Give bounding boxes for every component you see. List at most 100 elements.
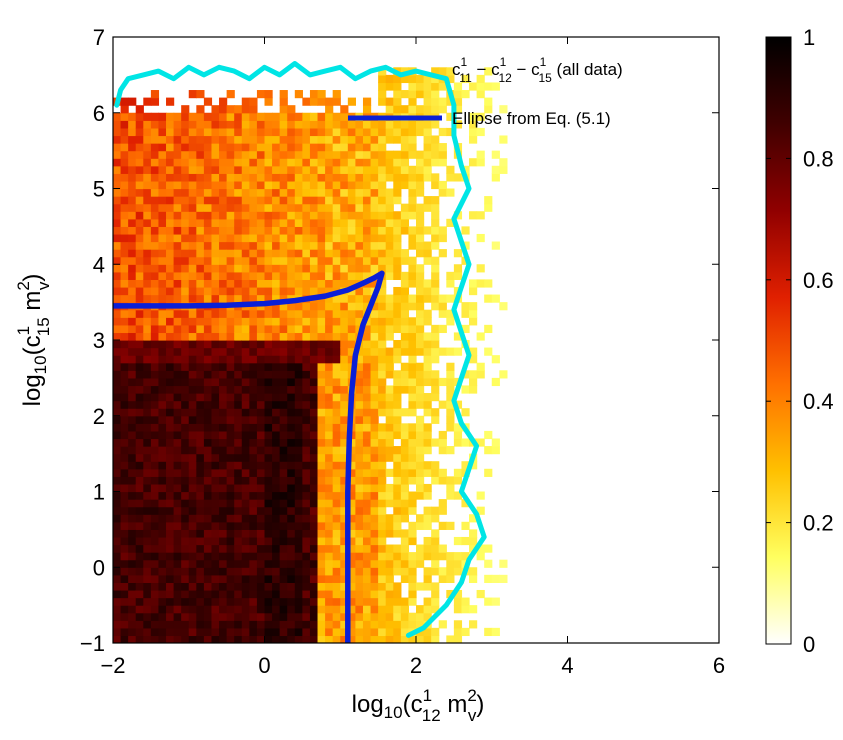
heatmap-cell <box>249 567 258 576</box>
heatmap-cell <box>188 279 197 288</box>
heatmap-cell <box>340 143 349 152</box>
heatmap-cell <box>219 340 228 349</box>
heatmap-cell <box>188 317 197 326</box>
heatmap-cell <box>150 620 160 629</box>
heatmap-cell <box>287 468 296 477</box>
heatmap-cell <box>181 332 190 341</box>
heatmap-cell <box>264 241 273 250</box>
heatmap-cell <box>431 461 440 470</box>
heatmap-cell <box>181 476 190 485</box>
heatmap-cell <box>219 589 228 599</box>
heatmap-cell <box>166 218 175 227</box>
heatmap-cell <box>309 438 319 447</box>
heatmap-cell <box>302 438 311 447</box>
heatmap-cell <box>309 499 319 508</box>
heatmap-cell <box>317 143 326 152</box>
heatmap-cell <box>241 211 250 220</box>
heatmap-cell <box>150 430 160 440</box>
heatmap-cell <box>219 188 228 197</box>
heatmap-cell <box>294 90 303 99</box>
heatmap-cell <box>279 552 288 561</box>
heatmap-cell <box>256 188 266 197</box>
heatmap-cell <box>469 158 478 167</box>
heatmap-cell <box>241 589 250 599</box>
heatmap-cell <box>332 559 341 568</box>
heatmap-cell <box>234 476 243 485</box>
heatmap-cell <box>203 279 213 288</box>
heatmap-cell <box>113 188 122 197</box>
heatmap-cell <box>120 483 129 493</box>
heatmap-cell <box>256 241 266 250</box>
heatmap-cell <box>113 332 122 341</box>
heatmap-cell <box>325 446 334 455</box>
heatmap-cell <box>332 589 341 599</box>
heatmap-cell <box>287 271 296 280</box>
heatmap-cell <box>196 453 205 462</box>
heatmap-cell <box>362 256 372 265</box>
heatmap-cell <box>469 120 478 129</box>
heatmap-cell <box>340 249 349 258</box>
heatmap-cell <box>203 408 213 417</box>
heatmap-cell <box>332 340 341 349</box>
heatmap-cell <box>166 188 175 197</box>
heatmap-cell <box>309 393 319 402</box>
heatmap-cell <box>219 226 228 235</box>
heatmap-cell <box>279 529 288 538</box>
heatmap-cell <box>188 620 197 629</box>
heatmap-cell <box>332 332 341 341</box>
heatmap-cell <box>362 203 372 212</box>
heatmap-cell <box>272 143 281 152</box>
heatmap-cell <box>166 597 175 606</box>
heatmap-cell <box>393 370 402 379</box>
heatmap-cell <box>272 370 281 379</box>
heatmap-cell <box>400 544 410 553</box>
heatmap-cell <box>476 332 485 341</box>
heatmap-cell <box>211 264 220 273</box>
heatmap-cell <box>340 135 349 144</box>
heatmap-cell <box>128 279 137 288</box>
heatmap-cell <box>347 211 356 220</box>
heatmap-cell <box>249 135 258 144</box>
heatmap-cell <box>302 233 311 243</box>
heatmap-cell <box>400 597 410 606</box>
heatmap-cell <box>188 309 197 318</box>
heatmap-cell <box>135 567 144 576</box>
heatmap-cell <box>378 582 387 591</box>
heatmap-cell <box>294 127 303 137</box>
heatmap-cell <box>423 256 432 265</box>
heatmap-cell <box>272 597 281 606</box>
heatmap-cell <box>203 256 213 265</box>
heatmap-cell <box>317 589 326 599</box>
heatmap-cell <box>385 241 394 250</box>
heatmap-cell <box>294 438 303 447</box>
heatmap-cell <box>279 165 288 174</box>
heatmap-cell <box>279 309 288 318</box>
heatmap-cell <box>181 589 190 599</box>
heatmap-cell <box>340 476 349 485</box>
heatmap-cell <box>362 241 372 250</box>
heatmap-cell <box>234 324 243 334</box>
heatmap-cell <box>446 423 455 432</box>
heatmap-cell <box>423 491 432 500</box>
heatmap-cell <box>203 324 213 334</box>
heatmap-cell <box>196 165 205 174</box>
heatmap-cell <box>309 476 319 485</box>
heatmap-cell <box>423 438 432 447</box>
heatmap-cell <box>362 605 372 614</box>
heatmap-cell <box>234 521 243 530</box>
heatmap-cell <box>469 309 478 318</box>
heatmap-cell <box>393 294 402 303</box>
heatmap-cell <box>150 249 160 258</box>
x-axis-label: log10(c1 12 m2 v) <box>352 686 485 725</box>
colorbar-tick-label: 0.2 <box>803 511 834 536</box>
heatmap-cell <box>484 196 493 205</box>
heatmap-cell <box>173 226 182 235</box>
heatmap-cell <box>325 620 334 629</box>
heatmap-cell <box>166 627 175 637</box>
heatmap-cell <box>113 536 122 546</box>
heatmap-cell <box>181 294 190 303</box>
heatmap-cell <box>226 521 235 530</box>
heatmap-cell <box>150 112 160 121</box>
heatmap-cell <box>241 438 250 447</box>
heatmap-cell <box>135 150 144 159</box>
